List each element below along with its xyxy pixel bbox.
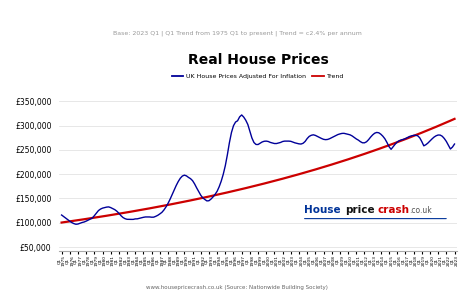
Text: House: House: [304, 205, 340, 215]
Text: Base: 2023 Q1 | Q1 Trend from 1975 Q1 to present | Trend = c2.4% per annum: Base: 2023 Q1 | Q1 Trend from 1975 Q1 to…: [112, 31, 362, 36]
Text: .co.uk: .co.uk: [409, 206, 432, 215]
Text: crash: crash: [377, 205, 410, 215]
Text: www.housepricecrash.co.uk (Source: Nationwide Building Society): www.housepricecrash.co.uk (Source: Natio…: [146, 285, 328, 290]
Text: price: price: [345, 205, 374, 215]
Title: Real House Prices: Real House Prices: [188, 53, 328, 67]
Legend: UK House Prices Adjusted For Inflation, Trend: UK House Prices Adjusted For Inflation, …: [169, 71, 347, 81]
